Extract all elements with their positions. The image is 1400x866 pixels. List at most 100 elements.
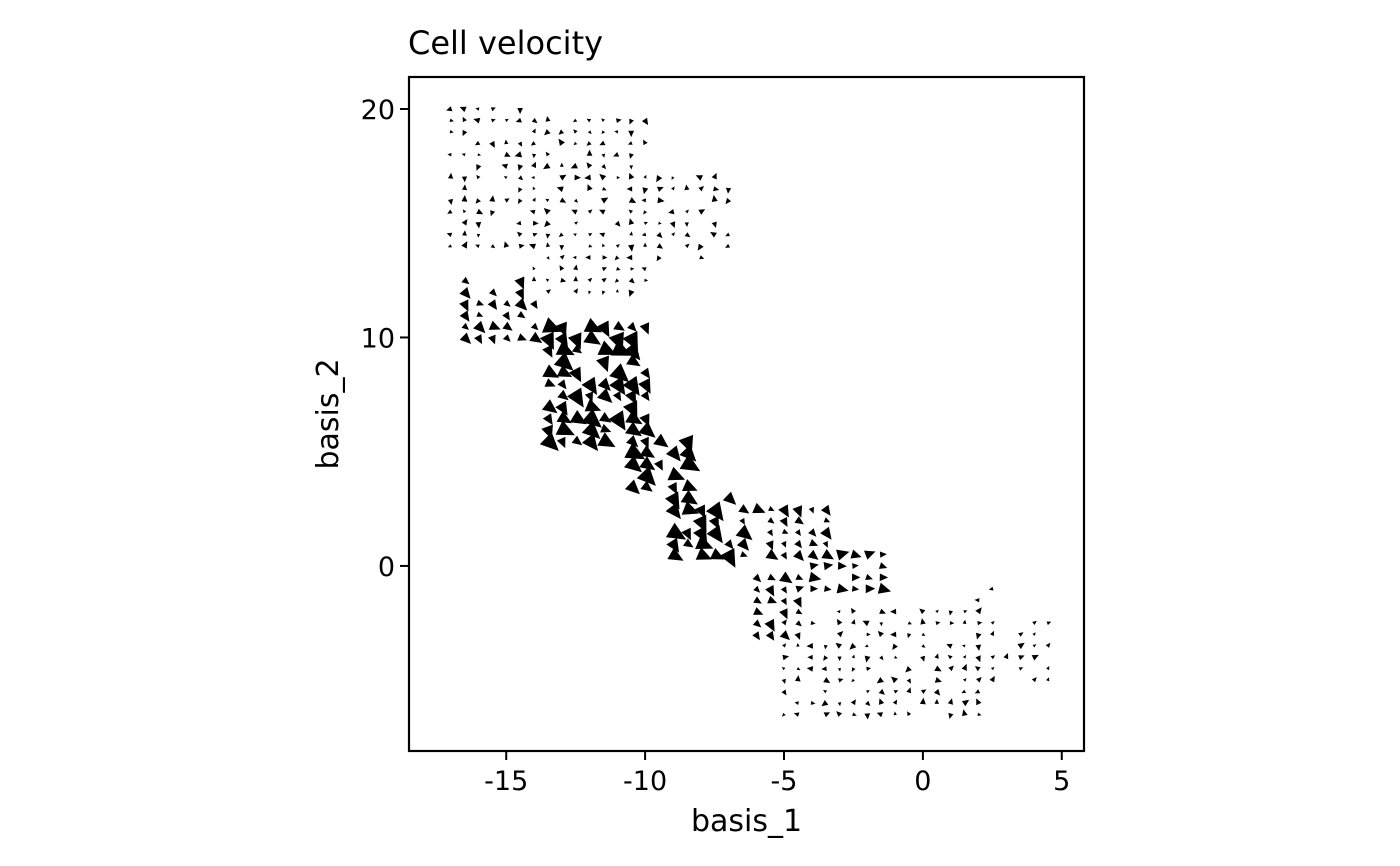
velocity-arrow — [622, 331, 638, 351]
velocity-arrow — [586, 162, 593, 169]
velocity-arrow — [627, 321, 637, 332]
velocity-arrow — [529, 331, 543, 343]
velocity-arrow — [962, 619, 967, 625]
velocity-arrow — [597, 432, 616, 448]
velocity-arrow — [542, 364, 560, 378]
velocity-arrow — [793, 712, 800, 717]
velocity-arrow — [487, 299, 497, 310]
velocity-arrow — [893, 711, 897, 716]
velocity-arrow — [837, 561, 847, 570]
velocity-arrow — [808, 571, 822, 583]
velocity-arrow — [545, 151, 550, 157]
y-tick-label: 10 — [361, 323, 395, 354]
velocity-arrow — [613, 152, 620, 157]
velocity-arrow — [643, 174, 647, 179]
velocity-arrow — [503, 241, 510, 248]
velocity-arrow — [461, 241, 468, 249]
velocity-arrow — [850, 699, 856, 706]
velocity-arrow — [601, 277, 607, 283]
velocity-arrow — [767, 517, 775, 524]
velocity-arrow — [990, 666, 995, 671]
velocity-arrow — [532, 220, 539, 226]
velocity-arrow — [570, 162, 578, 169]
velocity-arrow — [532, 186, 536, 191]
velocity-arrow — [1031, 654, 1039, 661]
velocity-arrow — [684, 222, 689, 227]
x-axis: -15 -10 -5 0 5 — [484, 751, 1070, 797]
velocity-arrow — [919, 608, 926, 615]
x-tick-label: 0 — [914, 766, 931, 797]
velocity-arrow — [680, 489, 698, 505]
velocity-arrow — [765, 548, 779, 560]
velocity-arrow — [625, 421, 642, 437]
velocity-arrow — [823, 712, 831, 718]
velocity-arrow — [764, 618, 775, 632]
velocity-arrow — [545, 198, 550, 203]
velocity-arrow — [461, 219, 468, 226]
velocity-arrow — [877, 582, 892, 594]
velocity-arrow — [735, 524, 753, 541]
velocity-arrow — [668, 209, 675, 215]
velocity-arrow — [573, 198, 578, 203]
velocity-arrow — [639, 413, 650, 427]
velocity-arrow — [725, 232, 730, 237]
velocity-arrow — [573, 141, 578, 146]
velocity-arrow — [517, 108, 523, 115]
velocity-arrow — [490, 107, 496, 112]
velocity-arrow — [794, 701, 799, 705]
velocity-arrow — [640, 390, 650, 402]
velocity-arrow — [517, 164, 524, 171]
velocity-arrow — [518, 175, 524, 181]
velocity-arrow — [948, 712, 954, 719]
velocity-arrow — [1045, 642, 1051, 648]
y-tick-label: 20 — [361, 95, 395, 126]
velocity-arrow — [961, 644, 966, 648]
velocity-arrow — [628, 244, 635, 252]
velocity-arrow — [962, 655, 967, 659]
velocity-arrow — [823, 689, 828, 694]
velocity-arrow — [948, 665, 954, 672]
velocity-arrow — [559, 254, 565, 260]
velocity-arrow — [806, 643, 813, 649]
velocity-arrow — [587, 209, 593, 214]
velocity-arrow — [851, 678, 855, 682]
y-axis: 0 10 20 — [361, 95, 409, 583]
velocity-arrow — [906, 687, 912, 694]
velocity-arrow — [920, 618, 926, 625]
velocity-arrow — [974, 689, 981, 694]
velocity-arrow — [836, 583, 849, 594]
velocity-arrow — [602, 186, 607, 191]
velocity-arrow — [919, 697, 926, 705]
velocity-arrow — [573, 288, 578, 294]
velocity-arrow — [753, 607, 764, 615]
velocity-arrow — [568, 366, 582, 383]
velocity-arrow — [796, 667, 801, 671]
velocity-arrow — [628, 130, 635, 138]
velocity-arrow — [531, 161, 536, 168]
velocity-arrow — [477, 153, 482, 156]
velocity-arrow — [516, 220, 522, 226]
velocity-arrow — [963, 678, 967, 682]
velocity-arrow — [1032, 632, 1036, 636]
velocity-arrow — [921, 689, 927, 694]
velocity-arrow — [976, 677, 982, 683]
velocity-arrow — [921, 644, 926, 648]
velocity-arrow — [671, 176, 675, 180]
velocity-arrow — [837, 702, 842, 707]
velocity-arrow — [544, 129, 551, 136]
velocity-arrow — [865, 689, 870, 694]
velocity-arrow — [1046, 677, 1050, 682]
velocity-arrow — [573, 233, 577, 237]
velocity-arrow — [474, 334, 483, 345]
velocity-arrow — [555, 400, 568, 416]
velocity-arrow — [601, 164, 607, 170]
velocity-arrow — [574, 221, 579, 225]
velocity-arrow — [609, 376, 626, 396]
velocity-arrow — [630, 267, 635, 271]
velocity-arrow — [528, 243, 536, 250]
velocity-arrow — [446, 232, 453, 238]
velocity-arrow — [850, 549, 862, 559]
velocity-arrow — [653, 433, 669, 448]
velocity-arrow — [642, 187, 649, 195]
velocity-arrow — [681, 527, 691, 541]
